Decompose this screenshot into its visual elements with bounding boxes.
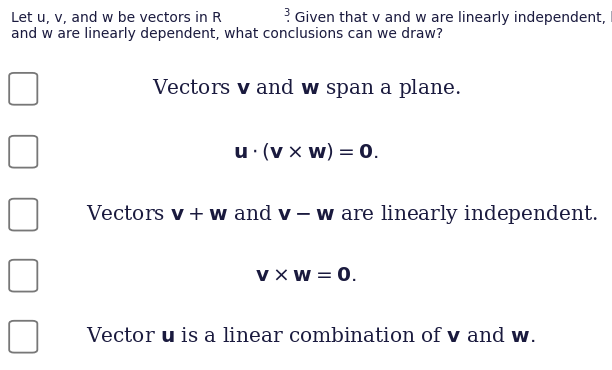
- Text: Let u, v, and w be vectors in R: Let u, v, and w be vectors in R: [11, 11, 222, 25]
- FancyBboxPatch shape: [9, 199, 37, 231]
- FancyBboxPatch shape: [9, 73, 37, 105]
- FancyBboxPatch shape: [9, 136, 37, 168]
- Text: . Given that v and w are linearly independent, but u, v: . Given that v and w are linearly indepe…: [286, 11, 612, 25]
- Text: $\mathbf{v} \times \mathbf{w} = \mathbf{0}.$: $\mathbf{v} \times \mathbf{w} = \mathbf{…: [255, 266, 357, 285]
- Text: Vectors $\mathbf{v}$ and $\mathbf{w}$ span a plane.: Vectors $\mathbf{v}$ and $\mathbf{w}$ sp…: [152, 77, 460, 100]
- Text: and w are linearly dependent, what conclusions can we draw?: and w are linearly dependent, what concl…: [11, 27, 443, 41]
- Text: Vector $\mathbf{u}$ is a linear combination of $\mathbf{v}$ and $\mathbf{w}.$: Vector $\mathbf{u}$ is a linear combinat…: [86, 327, 535, 346]
- FancyBboxPatch shape: [9, 260, 37, 292]
- FancyBboxPatch shape: [9, 321, 37, 353]
- Text: $\mathbf{u} \cdot (\mathbf{v} \times \mathbf{w}) = \mathbf{0}.$: $\mathbf{u} \cdot (\mathbf{v} \times \ma…: [233, 141, 379, 162]
- Text: 3: 3: [283, 8, 289, 18]
- Text: Vectors $\mathbf{v} + \mathbf{w}$ and $\mathbf{v} - \mathbf{w}$ are linearly ind: Vectors $\mathbf{v} + \mathbf{w}$ and $\…: [86, 203, 598, 226]
